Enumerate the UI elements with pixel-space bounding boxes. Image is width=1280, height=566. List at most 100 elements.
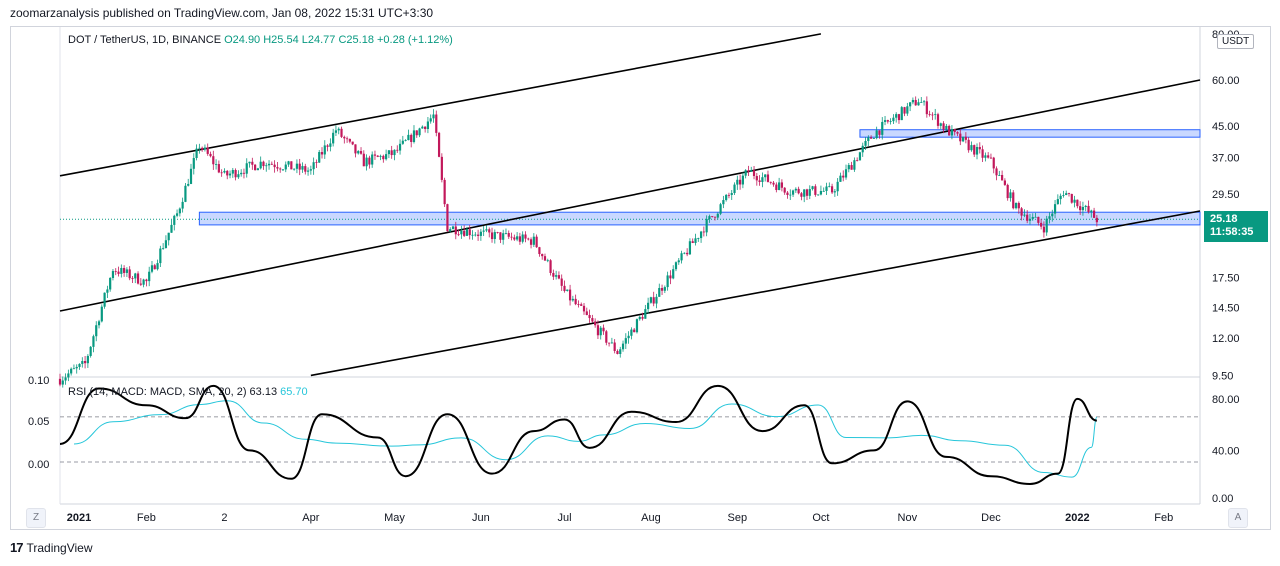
candle-up [75, 366, 78, 369]
candle-down [226, 170, 229, 176]
candle-up [332, 132, 335, 144]
candle-up [666, 275, 669, 288]
candle-up [861, 145, 864, 153]
candle-down [1070, 193, 1073, 203]
candle-up [844, 169, 848, 178]
rsi-left-tick-label: 0.10 [28, 375, 49, 387]
candle-down [596, 325, 600, 336]
candle-down [814, 186, 817, 195]
candle-up [975, 147, 979, 155]
candle-down [496, 232, 499, 233]
candle-down [1026, 214, 1029, 221]
candle-up [761, 177, 764, 182]
candle-up [493, 232, 496, 240]
candle-up [688, 241, 692, 255]
bar-countdown: 11:58:35 [1210, 226, 1254, 238]
candle-up [1045, 218, 1048, 233]
candle-down [446, 204, 449, 232]
candle-down [783, 187, 786, 193]
time-tick-label: Jul [557, 512, 571, 524]
candle-up [680, 253, 683, 261]
candle-down [376, 155, 379, 157]
candle-up [504, 233, 508, 234]
footer-brand: TradingView [26, 540, 93, 555]
candle-up [677, 260, 680, 263]
candle-up [934, 114, 937, 116]
candle-down [348, 139, 351, 142]
candle-down [217, 164, 220, 173]
candle-down [234, 169, 237, 178]
candle-up [998, 175, 1001, 176]
candle-up [694, 238, 697, 243]
candle-up [819, 191, 823, 195]
price-tick-label: 9.50 [1212, 370, 1233, 382]
candle-up [716, 213, 719, 218]
candle-down [1079, 206, 1082, 211]
candle-up [1059, 195, 1062, 200]
candle-up [485, 229, 488, 231]
candle-up [167, 232, 170, 241]
candle-down [948, 125, 951, 136]
candle-up [789, 194, 792, 196]
candle-down [605, 331, 608, 343]
rsi-value: 63.13 [249, 386, 278, 398]
candle-up [864, 140, 867, 146]
candle-up [736, 179, 739, 185]
time-tick-label: Apr [302, 512, 319, 524]
candle-up [920, 102, 923, 103]
candle-up [847, 165, 850, 170]
candle-down [220, 172, 223, 174]
candle-up [265, 165, 268, 167]
candle-up [398, 143, 402, 151]
candle-up [173, 215, 176, 225]
auto-scale-button[interactable]: A [1228, 508, 1248, 528]
candle-up [883, 120, 887, 122]
candle-up [449, 229, 452, 232]
candle-up [566, 289, 569, 291]
candle-down [1001, 175, 1004, 181]
time-tick-label: Aug [641, 512, 661, 524]
candle-down [262, 161, 265, 167]
candle-down [443, 179, 446, 205]
candle-up [407, 134, 410, 141]
candle-down [340, 128, 343, 137]
candle-down [959, 133, 962, 142]
candle-up [81, 361, 84, 364]
time-tick-label: Jun [472, 512, 490, 524]
candle-up [195, 148, 198, 159]
candle-up [1053, 204, 1057, 214]
last-price: 25.18 [1210, 213, 1238, 225]
candle-up [1014, 202, 1018, 209]
candle-up [89, 346, 92, 356]
candle-up [284, 164, 287, 170]
candle-down [752, 170, 756, 177]
candle-up [337, 128, 340, 131]
candle-down [415, 130, 418, 136]
candle-down [273, 164, 276, 168]
candle-down [304, 166, 307, 172]
candle-up [86, 355, 89, 364]
candle-up [808, 189, 811, 196]
candle-down [1017, 202, 1020, 209]
candle-down [956, 132, 959, 134]
candle-up [301, 166, 304, 170]
candle-up [917, 102, 920, 106]
candle-down [850, 165, 853, 170]
candle-down [128, 269, 131, 279]
candle-down [738, 179, 742, 185]
candle-up [730, 193, 733, 195]
candle-up [663, 287, 666, 291]
zoom-button[interactable]: Z [26, 508, 46, 528]
candle-up [546, 260, 549, 262]
candle-down [641, 316, 644, 319]
candle-up [1056, 199, 1059, 205]
currency-button[interactable]: USDT [1217, 34, 1255, 49]
rsi-left-tick-label: 0.05 [28, 416, 49, 428]
candle-up [64, 377, 67, 381]
candle-up [627, 335, 630, 339]
candle-down [315, 162, 318, 164]
candle-up [909, 102, 912, 107]
candle-up [125, 269, 128, 273]
time-tick-label: 2021 [67, 512, 91, 524]
